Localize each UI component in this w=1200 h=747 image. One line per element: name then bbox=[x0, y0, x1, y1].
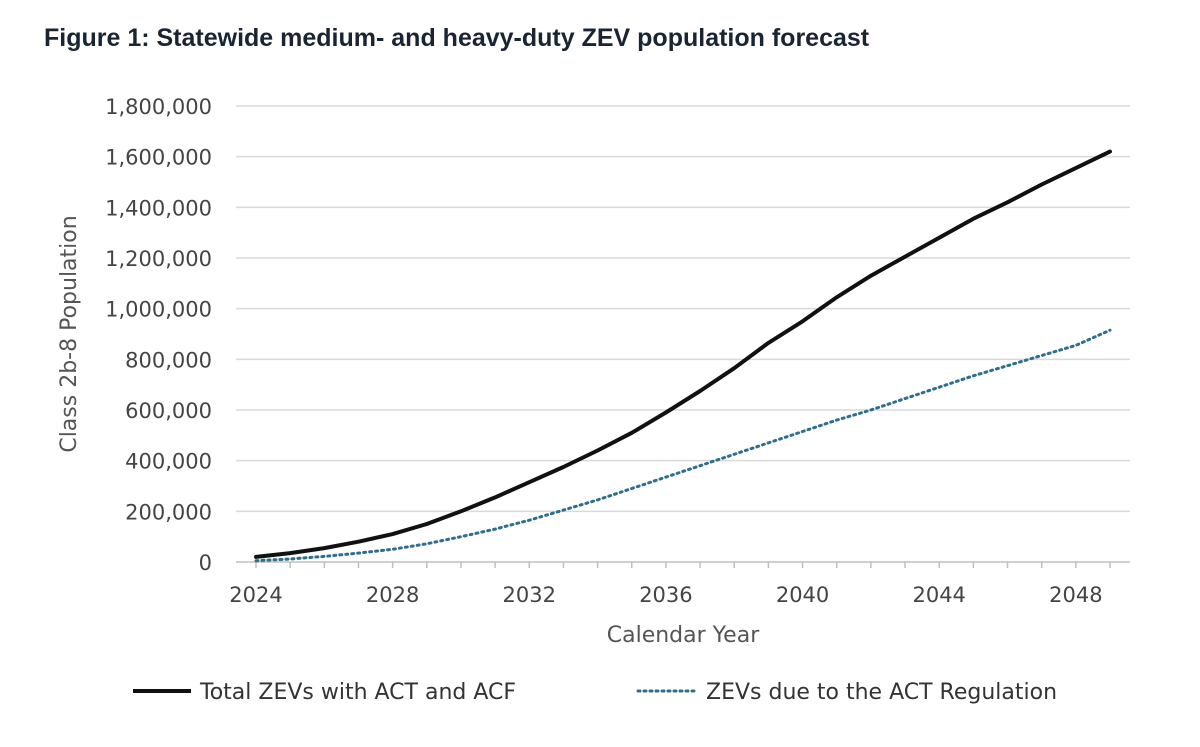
y-tick-label: 600,000 bbox=[125, 399, 212, 423]
series-line-act-regulation bbox=[256, 330, 1110, 561]
legend-label-total: Total ZEVs with ACT and ACF bbox=[199, 680, 516, 705]
y-tick-label: 1,400,000 bbox=[105, 196, 212, 220]
x-tick-label: 2028 bbox=[366, 583, 419, 607]
x-tick-label: 2036 bbox=[639, 583, 692, 607]
y-tick-label: 0 bbox=[199, 551, 212, 575]
y-tick-label: 400,000 bbox=[125, 450, 212, 474]
x-axis-label: Calendar Year bbox=[607, 623, 760, 648]
legend-label-act: ZEVs due to the ACT Regulation bbox=[706, 680, 1057, 705]
series-lines bbox=[256, 152, 1110, 561]
gridlines bbox=[236, 106, 1130, 511]
y-tick-label: 1,000,000 bbox=[105, 298, 212, 322]
y-tick-label: 1,200,000 bbox=[105, 247, 212, 271]
x-tick-label: 2048 bbox=[1049, 583, 1102, 607]
series-line-total-zevs bbox=[256, 152, 1110, 557]
chart-canvas: 0 200,000 400,000 600,000 800,000 1,000,000 1,… bbox=[0, 0, 1200, 747]
y-tick-label: 1,600,000 bbox=[105, 146, 212, 170]
legend: Total ZEVs with ACT and ACF ZEVs due to … bbox=[133, 680, 1057, 705]
y-tick-label: 200,000 bbox=[125, 500, 212, 524]
x-tick-label: 2044 bbox=[912, 583, 965, 607]
x-tick-label: 2024 bbox=[229, 583, 282, 607]
x-tick-label: 2040 bbox=[776, 583, 829, 607]
y-tick-label: 1,800,000 bbox=[105, 95, 212, 119]
y-axis-label: Class 2b-8 Population bbox=[57, 215, 82, 452]
x-axis-ticks: 2024 2028 2032 2036 2040 2044 2048 bbox=[229, 562, 1110, 607]
y-tick-label: 800,000 bbox=[125, 348, 212, 372]
x-tick-label: 2032 bbox=[503, 583, 556, 607]
y-axis-ticks: 0 200,000 400,000 600,000 800,000 1,000,000 1,… bbox=[105, 95, 212, 575]
